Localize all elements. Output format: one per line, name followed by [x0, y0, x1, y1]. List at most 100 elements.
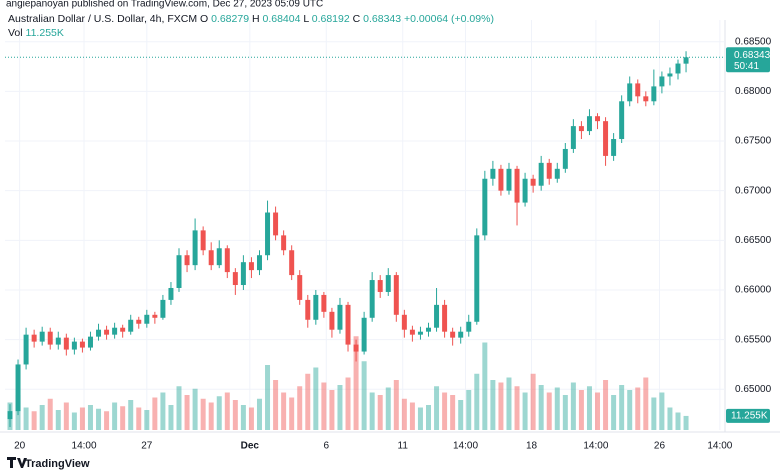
- candle-body: [635, 83, 641, 97]
- volume-bar: [104, 411, 110, 430]
- candle-body: [578, 126, 584, 132]
- volume-bar: [23, 407, 29, 430]
- candle-body: [47, 331, 53, 345]
- volume-bar: [635, 387, 641, 430]
- candle-body: [409, 329, 415, 335]
- volume-bar: [562, 395, 568, 430]
- volume-bar: [434, 386, 440, 430]
- volume-bar: [498, 382, 504, 430]
- last-volume-label: 11.255K: [731, 411, 768, 422]
- volume-bar: [136, 407, 142, 430]
- candle-body: [554, 168, 560, 179]
- candle-body: [184, 255, 190, 266]
- candle-body: [273, 212, 279, 236]
- y-tick-label: 0.68500: [735, 36, 772, 47]
- candle-body: [200, 230, 206, 251]
- candle-body: [289, 250, 295, 276]
- y-tick-label: 0.65500: [735, 334, 772, 345]
- volume-bar: [265, 365, 271, 430]
- candle-body: [176, 255, 182, 288]
- candle-body: [361, 317, 367, 352]
- volume-bar: [611, 395, 617, 430]
- last-price-label: 0.68343: [734, 50, 771, 61]
- volume-bar: [586, 386, 592, 430]
- candle-body: [434, 304, 440, 328]
- volume-bar: [450, 395, 456, 430]
- candle-body: [112, 327, 118, 335]
- volume-bar: [273, 380, 279, 430]
- candle-body: [96, 329, 102, 337]
- volume-bar: [474, 373, 480, 430]
- candle-body: [305, 299, 311, 320]
- volume-bar: [192, 388, 198, 430]
- candle-body: [450, 331, 456, 338]
- candle-body: [611, 139, 617, 156]
- volume-bar: [112, 402, 118, 430]
- x-tick-label: 14:00: [583, 441, 608, 452]
- volume-bar: [281, 392, 287, 430]
- y-tick-label: 0.65000: [735, 384, 772, 395]
- symbol-title: Australian Dollar / U.S. Dollar, 4h, FXC…: [8, 13, 197, 25]
- x-tick-label: Dec: [241, 441, 260, 452]
- volume-bar: [651, 397, 657, 430]
- y-tick-label: 0.67500: [735, 136, 772, 147]
- candle-body: [240, 262, 246, 286]
- candle-body: [369, 280, 375, 318]
- candle-body: [353, 344, 359, 352]
- volume-bar: [168, 405, 174, 430]
- candle-body: [120, 327, 126, 332]
- x-tick-label: 14:00: [707, 441, 732, 452]
- candle-body: [63, 337, 69, 350]
- candle-body: [401, 314, 407, 330]
- volume-bar: [377, 395, 383, 430]
- volume-value: 11.255K: [26, 27, 64, 39]
- candle-body: [256, 255, 262, 271]
- candle-body: [417, 331, 423, 335]
- candle-body: [128, 319, 134, 332]
- volume-bar: [256, 398, 262, 430]
- candle-body: [506, 168, 512, 191]
- candle-body: [659, 76, 665, 87]
- volume-bar: [353, 336, 359, 430]
- volume-bar: [200, 398, 206, 430]
- volume-bar: [603, 380, 609, 430]
- candle-body: [232, 272, 238, 286]
- candle-body: [643, 96, 649, 102]
- volume-bar: [595, 392, 601, 430]
- volume-bar: [490, 380, 496, 430]
- volume-bar: [47, 398, 53, 430]
- volume-bar: [482, 342, 488, 430]
- candle-body: [152, 314, 158, 318]
- candle-body: [377, 280, 383, 292]
- x-tick-label: 18: [526, 441, 538, 452]
- candle-body: [530, 178, 536, 186]
- volume-bar: [393, 380, 399, 430]
- publisher-line: angiepanoyan published on TradingView.co…: [6, 0, 323, 10]
- candle-body: [683, 57, 689, 64]
- candle-body: [136, 319, 142, 324]
- candle-body: [385, 275, 391, 292]
- volume-bar: [361, 361, 367, 430]
- ohlc-label: C: [353, 13, 361, 25]
- volume-bar: [120, 406, 126, 430]
- volume-bar: [546, 392, 552, 430]
- volume-bar: [87, 405, 93, 430]
- candle-body: [345, 304, 351, 345]
- candle-body: [297, 275, 303, 300]
- volume-bar: [176, 386, 182, 430]
- ohlc-value: 0.68404: [262, 13, 300, 25]
- candle-body: [104, 329, 110, 335]
- candle-body: [216, 248, 222, 266]
- candle-body: [321, 294, 327, 312]
- candle-body: [7, 411, 13, 420]
- volume-bar: [409, 402, 415, 430]
- y-tick-label: 0.68000: [735, 86, 772, 97]
- ohlc-label: L: [303, 13, 309, 25]
- candle-body: [248, 262, 254, 271]
- candle-body: [627, 83, 633, 102]
- volume-bar: [144, 410, 150, 430]
- ohlc-value: 0.68279: [211, 13, 249, 25]
- candle-body: [538, 162, 544, 186]
- candle-body: [281, 235, 287, 251]
